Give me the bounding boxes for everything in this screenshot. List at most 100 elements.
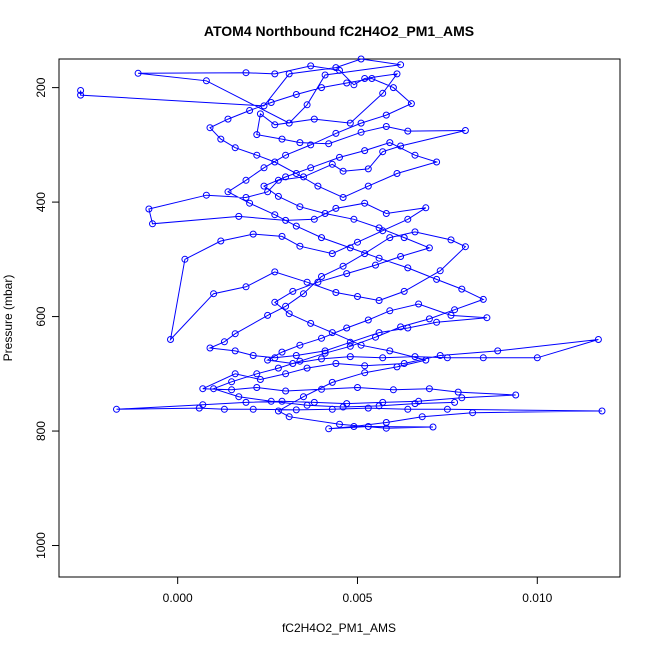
y-tick-label: 400 — [34, 192, 48, 212]
data-point — [386, 234, 394, 242]
data-point — [382, 424, 390, 432]
data-point — [375, 224, 383, 232]
data-point — [361, 147, 369, 155]
data-point — [253, 370, 261, 378]
x-tick-label: 0.000 — [163, 591, 193, 605]
data-point — [296, 139, 304, 147]
data-point — [242, 194, 250, 201]
data-point — [260, 182, 268, 190]
data-point — [314, 278, 322, 286]
data-point — [282, 216, 290, 224]
data-point — [372, 261, 379, 269]
data-point — [231, 370, 239, 378]
data-point — [451, 306, 459, 314]
data-point — [339, 194, 347, 201]
data-point — [318, 355, 325, 363]
data-point — [325, 140, 333, 148]
data-point — [267, 99, 275, 106]
data-point — [206, 124, 214, 132]
data-point — [411, 151, 419, 159]
data-point — [433, 158, 441, 166]
data-point — [328, 329, 336, 337]
data-point — [393, 170, 401, 177]
data-point — [242, 176, 250, 184]
data-point — [354, 238, 361, 246]
data-point — [278, 348, 286, 356]
data-point — [292, 222, 300, 230]
data-point — [271, 121, 279, 129]
data-point — [300, 173, 307, 181]
data-point — [461, 127, 469, 134]
y-axis-label: Pressure (mbar) — [1, 275, 15, 362]
data-point — [339, 262, 347, 270]
data-point — [285, 413, 293, 421]
data-point — [336, 66, 343, 74]
data-point — [375, 329, 383, 337]
data-point — [282, 370, 290, 378]
series-layer — [77, 55, 606, 433]
data-point — [296, 357, 304, 365]
data-point — [224, 188, 232, 196]
data-point — [274, 176, 282, 184]
data-point — [411, 353, 419, 361]
data-point — [461, 243, 469, 251]
data-point — [282, 151, 290, 159]
data-point — [361, 369, 369, 377]
data-point — [343, 270, 351, 278]
data-point — [425, 385, 433, 393]
data-point — [149, 220, 156, 228]
data-point — [343, 324, 351, 332]
y-tick-label: 600 — [34, 306, 48, 326]
data-point — [364, 165, 372, 173]
data-point — [350, 215, 358, 223]
data-point — [361, 250, 369, 258]
data-point — [264, 356, 272, 364]
data-point — [217, 237, 225, 245]
data-point — [231, 347, 239, 355]
data-point — [415, 300, 423, 308]
data-point — [361, 75, 369, 82]
data-point — [332, 289, 340, 296]
data-point — [145, 205, 153, 213]
data-point — [260, 164, 268, 172]
data-point — [336, 420, 343, 428]
data-point — [303, 401, 311, 409]
data-point — [364, 316, 372, 324]
data-point — [271, 268, 279, 276]
data-point — [357, 128, 365, 136]
data-point — [231, 330, 239, 338]
data-point — [336, 153, 343, 161]
x-axis-label: fC2H4O2_PM1_AMS — [282, 621, 396, 635]
data-point — [404, 127, 412, 135]
data-point — [325, 425, 333, 433]
data-point — [289, 287, 297, 295]
data-point — [479, 354, 487, 362]
data-point — [202, 191, 210, 199]
data-point — [246, 107, 254, 114]
data-point — [292, 170, 300, 177]
data-point — [346, 338, 354, 346]
data-point — [425, 315, 433, 323]
data-point — [318, 385, 325, 393]
data-point — [264, 311, 272, 319]
data-point — [375, 297, 383, 304]
data-point — [346, 244, 354, 252]
data-point — [379, 398, 387, 406]
data-point — [379, 89, 387, 97]
data-point — [77, 87, 85, 94]
data-point — [361, 362, 369, 370]
data-point — [328, 160, 336, 168]
data-point — [364, 423, 372, 430]
data-point — [285, 310, 293, 318]
data-point — [346, 342, 354, 350]
data-point — [77, 91, 85, 99]
data-point — [310, 398, 318, 406]
data-point — [242, 283, 250, 291]
data-point — [195, 404, 203, 412]
data-point — [425, 244, 433, 252]
data-point — [274, 364, 282, 372]
data-point — [386, 139, 394, 147]
data-point — [282, 387, 290, 395]
data-point — [393, 363, 401, 371]
